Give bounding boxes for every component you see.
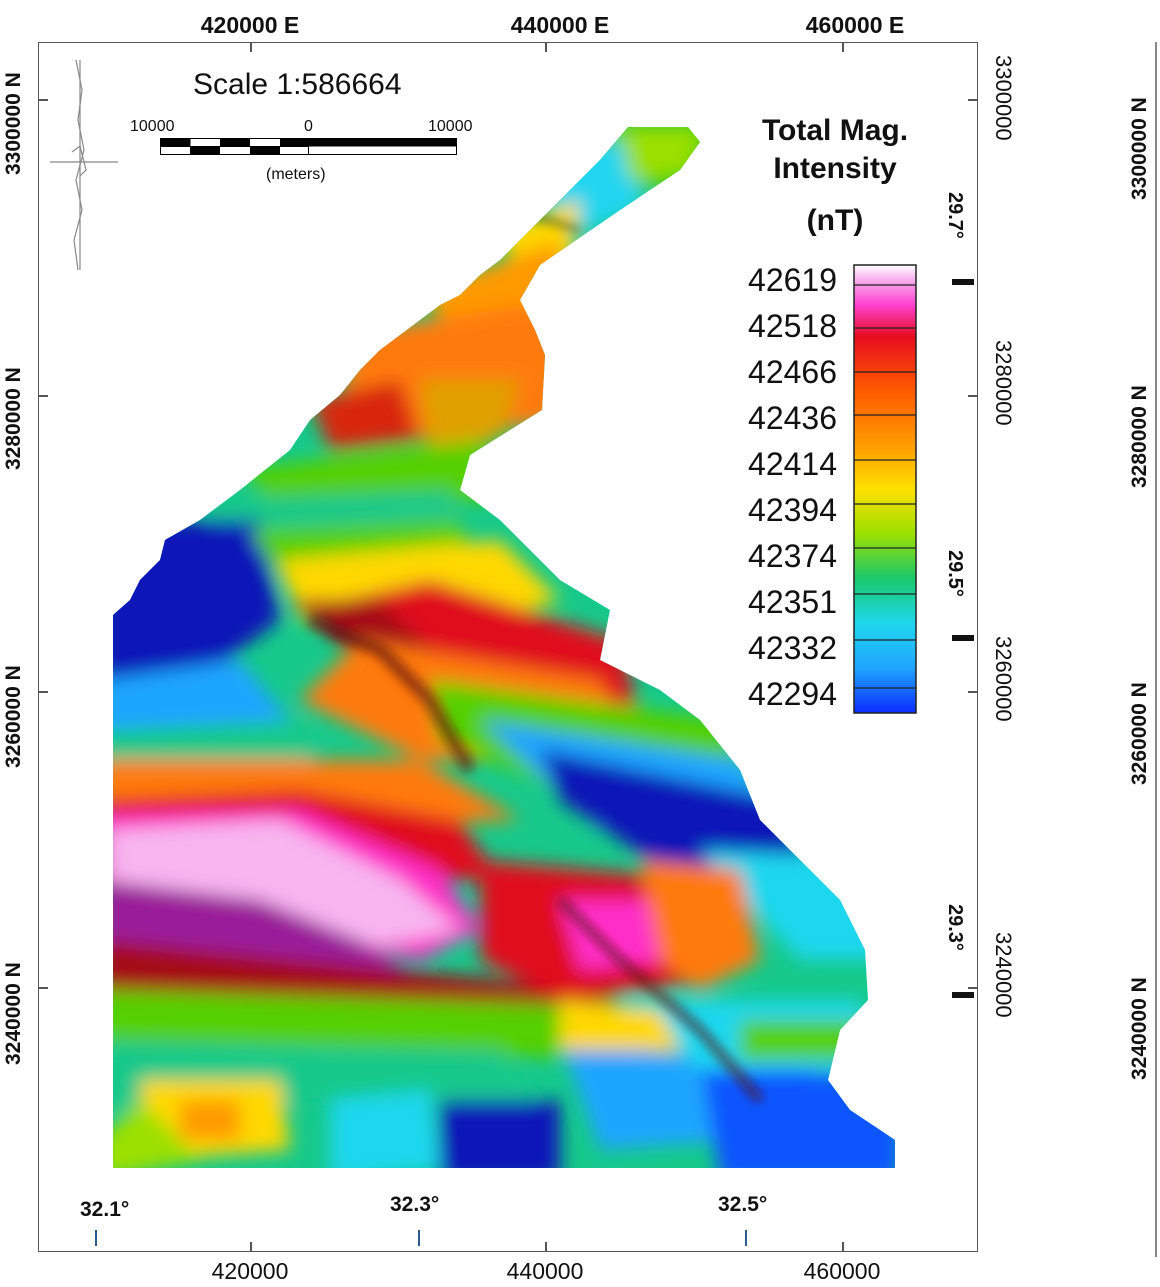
bottom-tick — [842, 1242, 844, 1252]
scale-left-value: 10000 — [130, 118, 175, 135]
bottom-tick — [250, 1242, 252, 1252]
top-tick — [842, 42, 844, 52]
legend-value: 42518 — [748, 308, 837, 344]
latitude-tick — [952, 635, 974, 641]
legend-value: 42332 — [748, 630, 837, 666]
top-easting-label: 460000 E — [805, 12, 905, 38]
scale-unit: (meters) — [266, 166, 326, 183]
latitude-tick — [952, 992, 974, 998]
right-tick — [968, 99, 978, 101]
left-tick — [38, 395, 48, 397]
scale-right-value: 10000 — [428, 118, 473, 135]
longitude-label: 32.5° — [718, 1193, 768, 1216]
longitude-tick — [418, 1230, 420, 1246]
bottom-easting-label: 460000 — [803, 1258, 881, 1284]
legend-value: 42394 — [748, 492, 837, 528]
longitude-tick — [95, 1230, 97, 1246]
scale-title: Scale 1:586664 — [193, 68, 402, 101]
right-tick — [968, 395, 978, 397]
top-easting-label: 440000 E — [510, 12, 610, 38]
longitude-label: 32.1° — [80, 1198, 130, 1221]
legend-value: 42294 — [748, 676, 837, 712]
map-frame — [38, 42, 978, 1252]
longitude-label: 32.3° — [390, 1193, 440, 1216]
north-arrow-icon — [50, 60, 118, 271]
right-tick — [968, 691, 978, 693]
legend-value: 42436 — [748, 400, 837, 436]
scale-bar — [160, 138, 457, 155]
legend-value: 42374 — [748, 538, 837, 574]
right-tick — [968, 987, 978, 989]
bottom-easting-label: 440000 — [506, 1258, 584, 1284]
legend-value: 42619 — [748, 262, 837, 298]
left-tick — [38, 691, 48, 693]
top-easting-label: 420000 E — [200, 12, 300, 38]
legend-value: 42414 — [748, 446, 837, 482]
legend-value: 42351 — [748, 584, 837, 620]
scale-mid-value: 0 — [304, 118, 313, 135]
next-panel-edge — [1155, 42, 1157, 1257]
legend-title-line1: Total Mag. — [761, 114, 909, 147]
left-tick — [38, 99, 48, 101]
legend-title-line3: (nT) — [806, 204, 864, 237]
bottom-easting-label: 420000 — [211, 1258, 289, 1284]
longitude-tick — [745, 1230, 747, 1246]
top-tick — [250, 42, 252, 52]
legend-title-line2: Intensity — [773, 152, 897, 185]
latitude-tick — [952, 279, 974, 285]
legend-value: 42466 — [748, 354, 837, 390]
top-tick — [545, 42, 547, 52]
left-tick — [38, 987, 48, 989]
legend-colorbar — [853, 264, 917, 714]
bottom-tick — [545, 1242, 547, 1252]
